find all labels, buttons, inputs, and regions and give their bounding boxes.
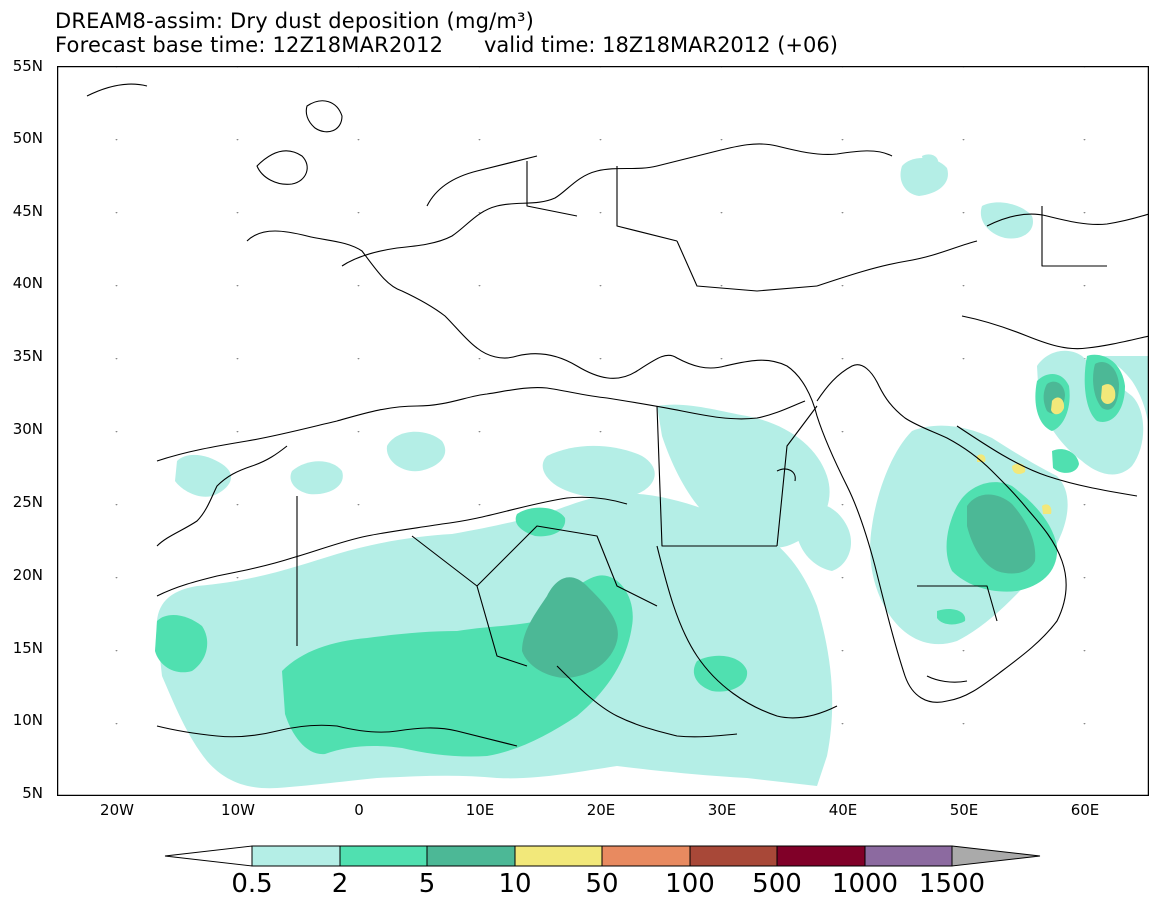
forecast-base-time: Forecast base time: 12Z18MAR2012 [55,33,444,57]
lon-label-40e: 40E [828,801,858,819]
lat-label-5n: 5N [22,784,43,802]
dust-deposition-map [57,66,1149,796]
lon-label-10w: 10W [221,801,255,819]
colorbar-label-1000: 1000 [831,869,899,899]
lat-label-20n: 20N [12,566,43,584]
lat-label-10n: 10N [12,711,43,729]
colorbar-swatch-2 [339,845,428,867]
chart-title: DREAM8-assim: Dry dust deposition (mg/m³… [55,9,535,33]
colorbar-right-arrow [951,845,1041,867]
colorbar-swatch-500 [776,845,866,867]
colorbar-label-100: 100 [665,869,715,899]
colorbar-label-5: 5 [418,869,436,899]
lon-label-10e: 10E [465,801,495,819]
valid-time: valid time: 18Z18MAR2012 (+06) [484,33,838,57]
colorbar [164,845,1041,867]
colorbar-label-2: 2 [331,869,349,899]
coastlines-borders [86,83,1149,747]
colorbar-label-500: 500 [752,869,802,899]
colorbar-swatch-1000 [864,845,953,867]
colorbar-label-50: 50 [585,869,619,899]
lat-label-15n: 15N [12,639,43,657]
lat-label-25n: 25N [12,493,43,511]
colorbar-label-0-5: 0.5 [231,869,273,899]
lat-label-35n: 35N [12,347,43,365]
lon-label-60e: 60E [1070,801,1100,819]
colorbar-label-10: 10 [498,869,532,899]
colorbar-swatch-100 [689,845,778,867]
lon-label-50e: 50E [949,801,979,819]
lon-label-20w: 20W [100,801,134,819]
colorbar-swatch-5 [426,845,516,867]
dust-field [155,154,1149,789]
colorbar-label-1500: 1500 [918,869,986,899]
lat-label-40n: 40N [12,274,43,292]
lat-label-55n: 55N [12,57,43,75]
lon-label-20e: 20E [586,801,616,819]
colorbar-left-arrow [164,845,253,867]
map-frame [57,66,1149,796]
colorbar-swatch-50 [601,845,691,867]
lon-label-0: 0 [354,801,364,819]
lat-label-50n: 50N [12,129,43,147]
lon-label-30e: 30E [707,801,737,819]
colorbar-swatch-10 [514,845,603,867]
colorbar-swatch-0-5 [251,845,341,867]
level-10 [977,384,1116,514]
lat-label-45n: 45N [12,202,43,220]
lat-label-30n: 30N [12,420,43,438]
